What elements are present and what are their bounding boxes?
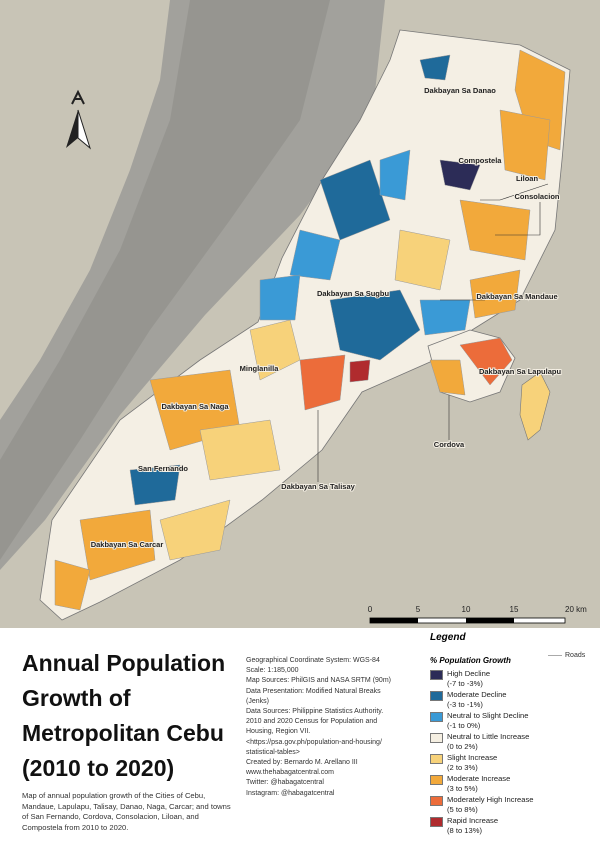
title: Annual Population Growth of Metropolitan C…	[22, 646, 225, 786]
legend-range: (-1 to 0%)	[447, 720, 481, 730]
legend-item: High Decline (-7 to -3%)	[430, 669, 534, 690]
scale-bar	[369, 617, 566, 624]
scale-label: 20 km	[565, 605, 587, 614]
scale-label: 10	[462, 605, 471, 614]
legend-swatch	[430, 670, 443, 680]
title-line: Annual Population	[22, 650, 226, 676]
place-label: Minglanilla	[240, 364, 280, 373]
credit-line: Created by: Bernardo M. Arellano III	[246, 759, 358, 766]
credit-line: www.thehabagatcentral.com	[246, 769, 334, 777]
metadata-line: Geographical Coordinate System: WGS-84	[246, 657, 380, 664]
place-label: Dakbayan Sa Naga	[161, 402, 229, 411]
islet	[519, 371, 551, 441]
metadata: Geographical Coordinate System: WGS-84 Sc…	[246, 656, 396, 758]
legend-item: Neutral to Slight Decline (-1 to 0%)	[430, 711, 534, 732]
legend-swatch	[430, 775, 443, 785]
title-line: Growth of	[22, 685, 131, 711]
roads-label: Roads	[565, 652, 586, 659]
legend-label: High Decline	[447, 669, 491, 678]
legend-items: High Decline (-7 to -3%) Moderate Decline(…	[430, 669, 534, 837]
legend-item: Slight Increase (2 to 3%)	[430, 753, 534, 774]
legend-item: Moderate Increase (3 to 5%)	[430, 774, 534, 795]
description: Map of annual population growth of the C…	[22, 791, 231, 832]
metadata-line: Data Presentation: Modified Natural Brea…	[246, 687, 381, 705]
legend-item: Neutral to Little Increase (0 to 2%)	[430, 732, 534, 753]
place-label: Cordova	[434, 440, 465, 449]
legend-label: Moderate Decline	[447, 690, 507, 699]
place-label: San Fernando	[138, 464, 188, 473]
legend-label: Neutral to Slight Decline	[447, 711, 529, 720]
place-label: Dakbayan Sa Danao	[424, 86, 496, 95]
leader-lines	[317, 183, 549, 482]
legend-label: Slight Increase	[447, 753, 498, 762]
legend-range: (5 to 8%)	[447, 804, 478, 814]
place-label: Liloan	[516, 174, 539, 183]
legend-label: Moderately High Increase	[447, 795, 534, 804]
relief	[0, 0, 385, 570]
legend-range: (-7 to -3%)	[447, 678, 483, 688]
credits: Created by: Bernardo M. Arellano III www.…	[246, 758, 396, 799]
legend-label: Neutral to Little Increase	[447, 732, 530, 741]
place-label: Dakbayan Sa Talisay	[281, 482, 355, 491]
legend-range: (8 to 13%)	[447, 825, 483, 835]
legend-range: (2 to 3%)	[447, 762, 478, 772]
credit-line: Instagram: @habagatcentral	[246, 789, 335, 797]
legend-swatch	[430, 796, 443, 806]
legend-range: (-3 to -1%)	[447, 699, 483, 709]
growth-areas	[54, 49, 566, 611]
scale-label: 5	[416, 605, 421, 614]
metadata-line: Scale: 1:185,000	[246, 667, 299, 675]
roads-legend: Roads	[548, 652, 585, 659]
legend-swatch	[430, 817, 443, 827]
title-line: (2010 to 2020)	[22, 755, 175, 781]
credit-line: Twitter: @habagatcentral	[246, 779, 324, 787]
legend-swatch	[430, 712, 443, 722]
place-label: Compostela	[459, 156, 503, 165]
scale-label: 0	[368, 605, 373, 614]
map: Dakbayan Sa Danao Compostela Liloan Consola…	[0, 0, 600, 628]
legend-range: (0 to 2%)	[447, 741, 478, 751]
legend-item: Rapid Increase (8 to 13%)	[430, 816, 534, 837]
legend-range: (3 to 5%)	[447, 783, 478, 793]
legend-item: Moderately High Increase (5 to 8%)	[430, 795, 534, 816]
place-label: Dakbayan Sa Lapulapu	[479, 367, 562, 376]
relief-shade	[0, 0, 330, 560]
scale-label: 15	[510, 605, 519, 614]
place-label: Consolacion	[514, 192, 559, 201]
legend-swatch	[430, 733, 443, 743]
place-label: Dakbayan Sa Sugbu	[317, 289, 390, 298]
place-label: Dakbayan Sa Carcar	[91, 540, 164, 549]
legend-label: Rapid Increase	[447, 816, 499, 825]
north-arrow	[66, 89, 91, 150]
place-label: Dakbayan Sa Mandaue	[476, 292, 557, 301]
legend-swatch	[430, 691, 443, 701]
legend-label: Moderate Increase	[447, 774, 511, 783]
legend-swatch	[430, 754, 443, 764]
legend-subtitle: % Population Growth	[430, 656, 511, 665]
title-line: Metropolitan Cebu	[22, 720, 224, 746]
legend-title: Legend	[430, 632, 466, 643]
metadata-line: Data Sources: Philippine Statistics Auth…	[246, 708, 384, 756]
metadata-line: Map Sources: PhilGIS and NASA SRTM (90m)	[246, 677, 391, 685]
legend-item: Moderate Decline (-3 to -1%)	[430, 690, 534, 711]
